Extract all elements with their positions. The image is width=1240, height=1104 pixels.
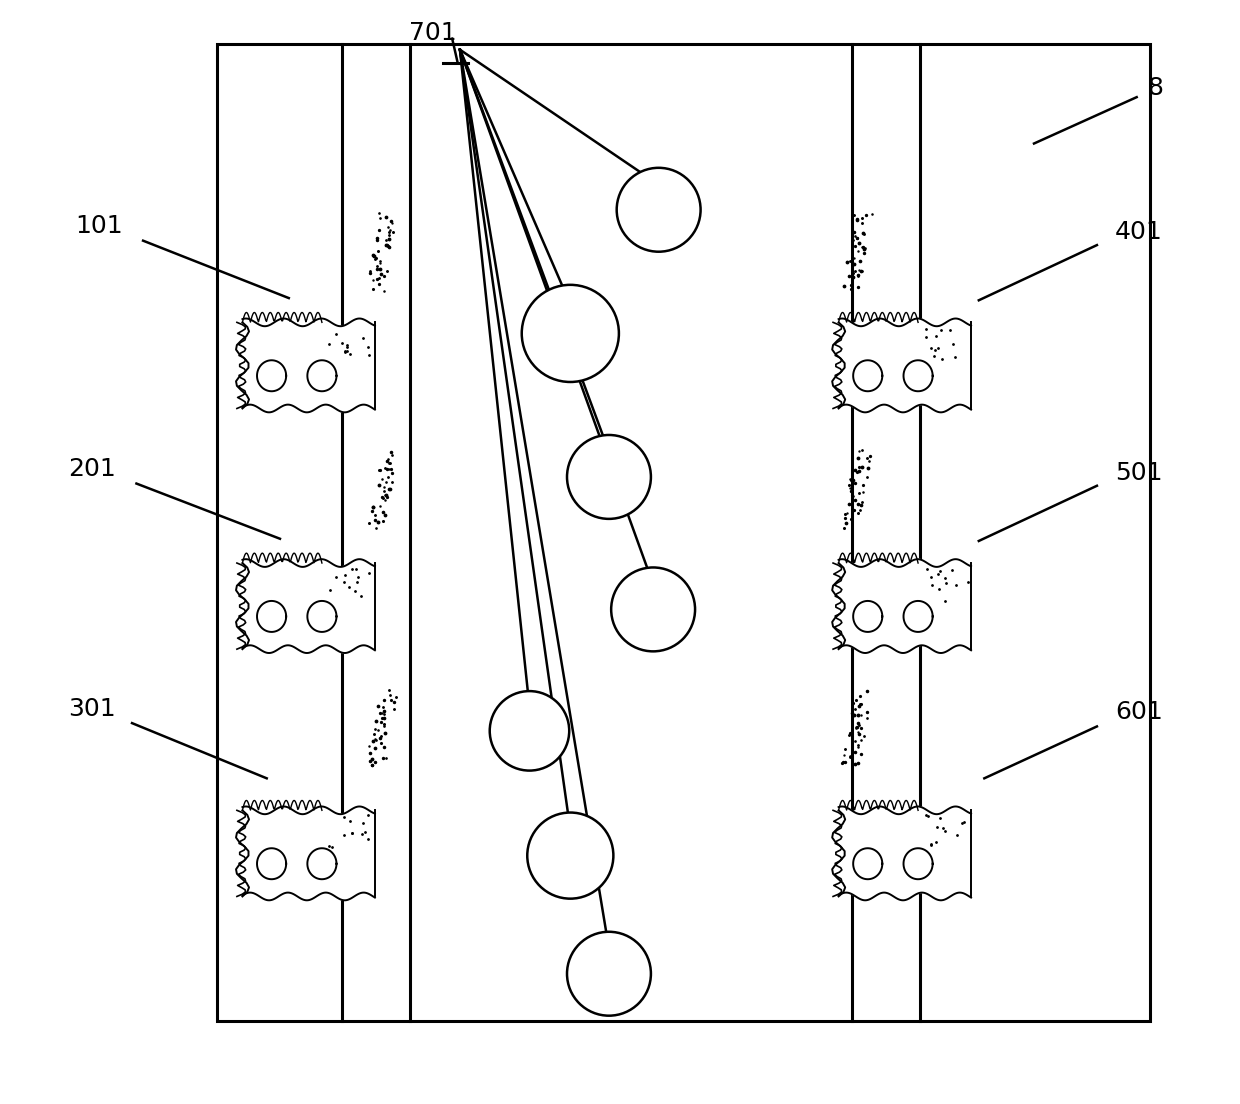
Polygon shape <box>904 360 932 391</box>
Circle shape <box>567 932 651 1016</box>
Polygon shape <box>243 807 374 900</box>
Circle shape <box>522 285 619 382</box>
Polygon shape <box>853 360 883 391</box>
Polygon shape <box>308 601 336 631</box>
Polygon shape <box>257 848 286 879</box>
Circle shape <box>527 813 614 899</box>
Polygon shape <box>853 601 883 631</box>
Text: 101: 101 <box>76 214 123 238</box>
Polygon shape <box>904 848 932 879</box>
Polygon shape <box>838 319 971 412</box>
Polygon shape <box>243 319 374 412</box>
Text: 501: 501 <box>1115 460 1163 485</box>
Polygon shape <box>257 360 286 391</box>
Text: 301: 301 <box>68 697 117 721</box>
Polygon shape <box>243 560 374 652</box>
Polygon shape <box>308 360 336 391</box>
Circle shape <box>611 567 696 651</box>
Circle shape <box>567 435 651 519</box>
Text: 701: 701 <box>408 21 456 45</box>
Text: 8: 8 <box>1147 76 1163 100</box>
Text: 201: 201 <box>68 457 117 481</box>
Text: 401: 401 <box>1115 220 1163 244</box>
Polygon shape <box>853 848 883 879</box>
Text: 601: 601 <box>1115 700 1163 724</box>
Polygon shape <box>308 848 336 879</box>
Polygon shape <box>838 560 971 652</box>
Bar <box>217 44 1149 1021</box>
Polygon shape <box>904 601 932 631</box>
Circle shape <box>616 168 701 252</box>
Polygon shape <box>838 807 971 900</box>
Circle shape <box>490 691 569 771</box>
Polygon shape <box>257 601 286 631</box>
